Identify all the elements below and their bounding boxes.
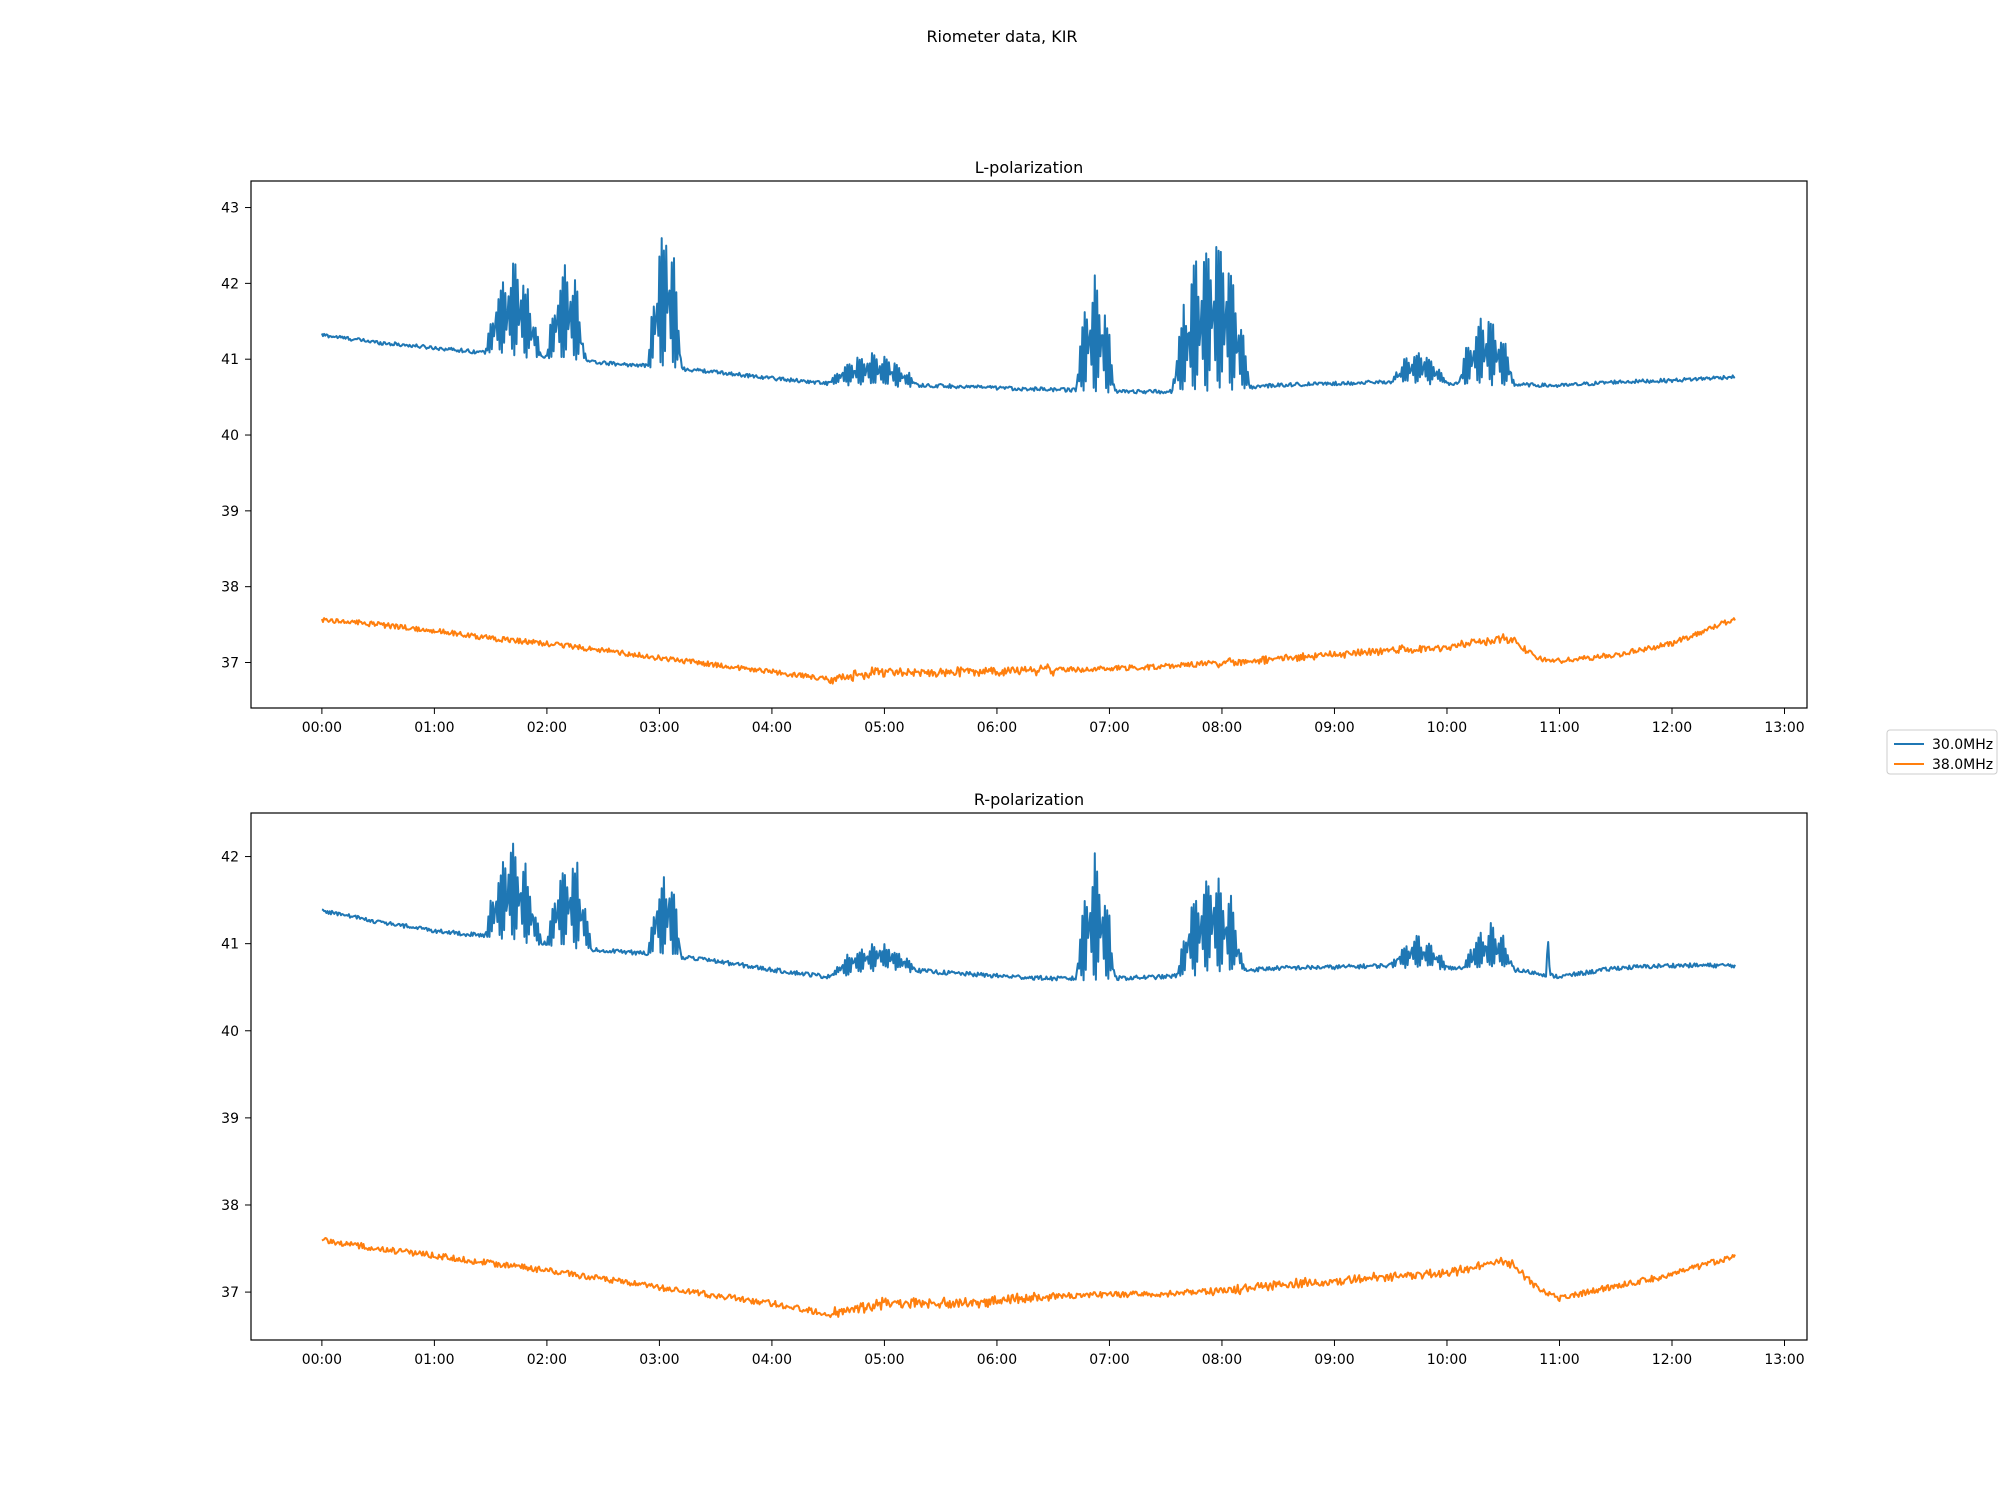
figure-title: Riometer data, KIR xyxy=(926,27,1077,46)
y-tick-label: 39 xyxy=(221,504,239,520)
subplot-l-polarization: L-polarization 00:00 01:00 02:00 03:00 04:00 0… xyxy=(221,158,1808,736)
y-tick-label: 42 xyxy=(221,850,239,866)
x-tick-label: 03:00 xyxy=(639,720,679,736)
x-tick-label: 11:00 xyxy=(1539,1352,1579,1368)
subplot-title: L-polarization xyxy=(975,158,1083,177)
subplot-title: R-polarization xyxy=(974,790,1084,809)
x-tick-label: 12:00 xyxy=(1652,1352,1692,1368)
x-tick-label: 04:00 xyxy=(752,1352,792,1368)
x-tick-label: 11:00 xyxy=(1539,720,1579,736)
x-tick-label: 13:00 xyxy=(1764,720,1804,736)
x-tick-label: 13:00 xyxy=(1764,1352,1804,1368)
y-tick-label: 37 xyxy=(221,656,239,672)
y-tick-label: 39 xyxy=(221,1111,239,1127)
x-tick-label: 08:00 xyxy=(1202,1352,1242,1368)
x-tick-label: 09:00 xyxy=(1314,720,1354,736)
x-tick-label: 00:00 xyxy=(302,1352,342,1368)
x-tick-label: 10:00 xyxy=(1427,1352,1467,1368)
legend-label: 30.0MHz xyxy=(1932,737,1993,753)
x-tick-label: 08:00 xyxy=(1202,720,1242,736)
y-tick-label: 38 xyxy=(221,580,239,596)
y-tick-label: 40 xyxy=(221,1024,239,1040)
x-tick-label: 12:00 xyxy=(1652,720,1692,736)
axes-frame xyxy=(250,812,1808,1341)
y-tick-label: 42 xyxy=(221,276,239,292)
y-tick-label: 37 xyxy=(221,1285,239,1301)
x-tick-label: 09:00 xyxy=(1314,1352,1354,1368)
x-tick-label: 07:00 xyxy=(1089,1352,1129,1368)
y-tick-label: 40 xyxy=(221,428,239,444)
series-line-38-0mhz xyxy=(320,617,1736,685)
subplots: L-polarization 00:00 01:00 02:00 03:00 04:00 0… xyxy=(221,158,1808,1368)
x-tick-label: 00:00 xyxy=(302,720,342,736)
y-tick-label: 38 xyxy=(221,1198,239,1214)
legend: 30.0MHz 38.0MHz xyxy=(1886,729,1998,775)
subplot-r-polarization: R-polarization 00:00 01:00 02:00 03:00 04:00 0… xyxy=(221,790,1808,1368)
series-line-30-0mhz xyxy=(321,842,1736,982)
x-tick-label: 06:00 xyxy=(977,1352,1017,1368)
x-tick-label: 10:00 xyxy=(1427,720,1467,736)
x-tick-label: 07:00 xyxy=(1089,720,1129,736)
x-tick-label: 01:00 xyxy=(414,1352,454,1368)
x-tick-label: 04:00 xyxy=(752,720,792,736)
legend-label: 38.0MHz xyxy=(1932,757,1993,773)
y-tick-label: 41 xyxy=(221,352,239,368)
x-tick-label: 01:00 xyxy=(414,720,454,736)
x-tick-label: 02:00 xyxy=(527,720,567,736)
x-tick-label: 06:00 xyxy=(977,720,1017,736)
x-tick-label: 05:00 xyxy=(864,720,904,736)
axes-frame xyxy=(250,180,1808,709)
y-tick-label: 41 xyxy=(221,937,239,953)
y-tick-label: 43 xyxy=(221,201,239,217)
x-tick-label: 02:00 xyxy=(527,1352,567,1368)
x-tick-label: 03:00 xyxy=(639,1352,679,1368)
x-tick-label: 05:00 xyxy=(864,1352,904,1368)
series-line-38-0mhz xyxy=(321,1237,1736,1319)
series-line-30-0mhz xyxy=(320,237,1736,395)
